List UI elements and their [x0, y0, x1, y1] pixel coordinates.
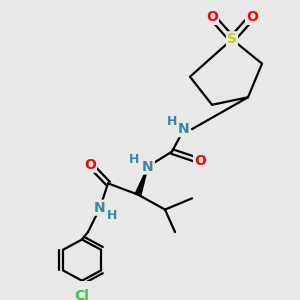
Text: O: O	[246, 10, 258, 24]
Text: N: N	[178, 122, 190, 136]
Polygon shape	[135, 167, 148, 196]
Text: N: N	[142, 160, 154, 173]
Text: H: H	[107, 209, 117, 222]
Text: N: N	[94, 201, 106, 215]
Text: O: O	[194, 154, 206, 168]
Text: S: S	[227, 32, 237, 46]
Text: H: H	[167, 115, 177, 128]
Text: O: O	[206, 10, 218, 24]
Text: O: O	[84, 158, 96, 172]
Text: H: H	[129, 153, 139, 166]
Text: Cl: Cl	[75, 289, 89, 300]
